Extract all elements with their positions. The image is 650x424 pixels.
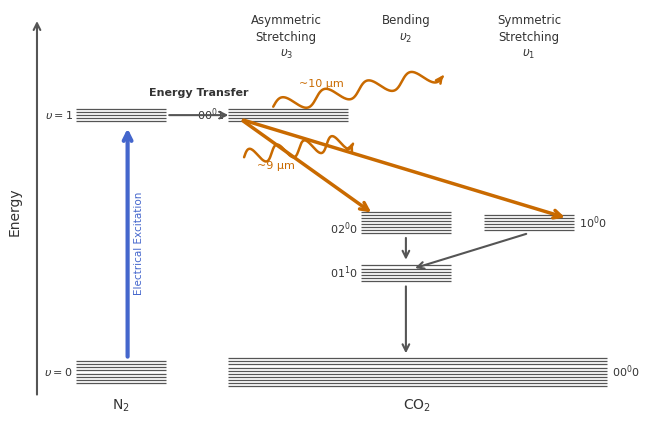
Text: Energy Transfer: Energy Transfer [149,88,248,98]
Text: ~10 μm: ~10 μm [299,78,344,89]
Text: $00^00$: $00^00$ [612,364,640,380]
Text: Electrical Excitation: Electrical Excitation [135,192,144,295]
Text: $\upsilon = 0$: $\upsilon = 0$ [44,366,73,378]
Text: $\upsilon = 1$: $\upsilon = 1$ [44,109,73,121]
Text: ~9 μm: ~9 μm [257,161,295,171]
Text: $10^00$: $10^00$ [579,214,607,231]
Text: Asymmetric
Stretching
$\upsilon_3$: Asymmetric Stretching $\upsilon_3$ [251,14,322,61]
Text: Energy: Energy [7,188,21,236]
Text: $02^00$: $02^00$ [330,220,358,237]
Text: CO$_2$: CO$_2$ [403,398,431,414]
Text: Symmetric
Stretching
$\upsilon_1$: Symmetric Stretching $\upsilon_1$ [497,14,561,61]
Text: N$_2$: N$_2$ [112,398,130,414]
Text: $00^01$: $00^01$ [197,107,225,123]
Text: Bending
$\upsilon_2$: Bending $\upsilon_2$ [382,14,430,45]
Text: $01^10$: $01^10$ [330,265,358,282]
